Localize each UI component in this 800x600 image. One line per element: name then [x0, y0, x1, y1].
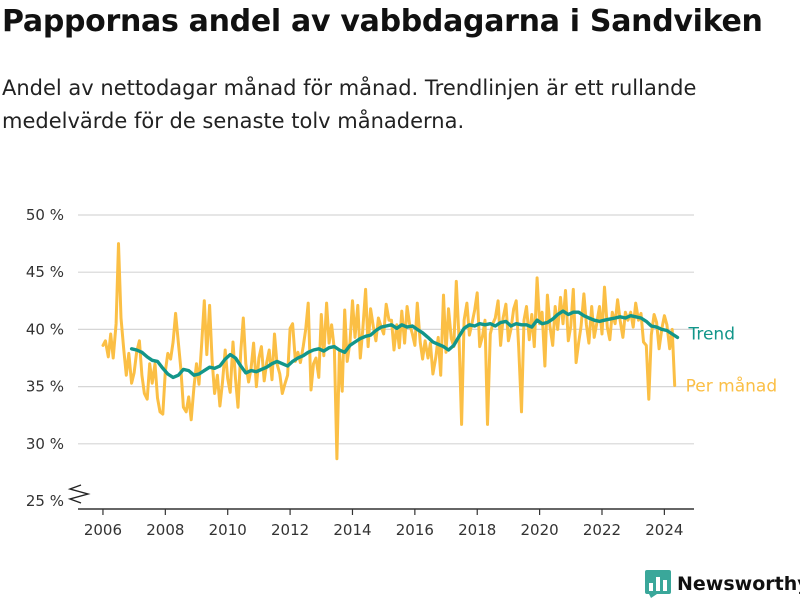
y-tick-label: 30 % [26, 435, 64, 453]
y-tick-label: 25 % [26, 492, 64, 510]
series-line-per-manad [101, 242, 677, 461]
x-tick-label: 2010 [209, 521, 247, 539]
x-axis: 2006 2008 2010 2012 2014 2016 2018 2020 2022 2024 [84, 509, 683, 539]
series-label-trend: Trend [687, 324, 735, 344]
x-tick-label: 2012 [271, 521, 309, 539]
y-tick-label: 45 % [26, 263, 64, 281]
y-axis-tick-labels: 25 % 30 % 35 % 40 % 45 % 50 % [26, 206, 64, 510]
y-tick-label: 35 % [26, 378, 64, 396]
series-label-per-manad: Per månad [686, 375, 777, 396]
series-lines [101, 242, 680, 461]
series-line-trend [129, 309, 680, 380]
x-tick-label: 2022 [583, 521, 621, 539]
chart-subtitle: Andel av nettodagar månad för månad. Tre… [2, 76, 697, 133]
y-tick-label: 50 % [26, 206, 64, 224]
x-tick-label: 2006 [84, 521, 122, 539]
x-tick-label: 2016 [396, 521, 434, 539]
x-tick-label: 2020 [521, 521, 559, 539]
x-tick-label: 2018 [458, 521, 496, 539]
x-tick-label: 2008 [146, 521, 184, 539]
chart-title: Pappornas andel av vabbdagarna i Sandvik… [2, 4, 763, 39]
axis-break-icon [67, 484, 91, 504]
brand-name: Newsworthy [677, 573, 800, 595]
bar-chart-logo-icon [645, 570, 671, 598]
y-tick-label: 40 % [26, 320, 64, 338]
x-tick-label: 2014 [333, 521, 371, 539]
brand-logo: Newsworthy [645, 570, 800, 598]
x-tick-label: 2024 [645, 521, 683, 539]
